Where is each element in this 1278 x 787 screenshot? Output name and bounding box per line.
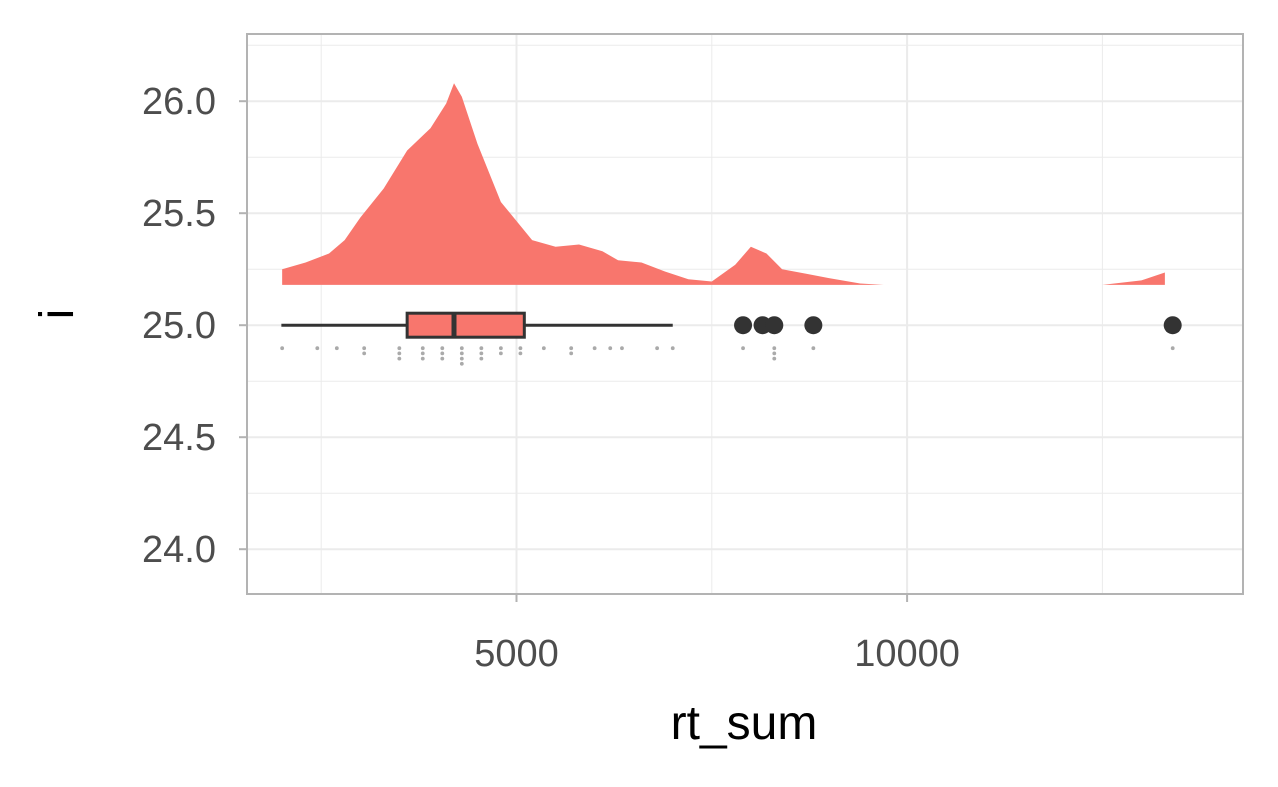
- raw-point: [772, 356, 777, 361]
- y-tick-label: 24.5: [142, 417, 216, 459]
- x-tick-label: 10000: [854, 633, 960, 675]
- panel-border: [246, 33, 1244, 595]
- y-axis-title: i: [31, 309, 84, 320]
- raw-point: [592, 346, 597, 351]
- raw-point: [741, 346, 745, 351]
- y-tick-label: 26.0: [142, 81, 216, 123]
- raw-point: [459, 346, 464, 351]
- raw-point: [811, 346, 816, 351]
- raw-point: [608, 346, 613, 351]
- raw-point: [420, 356, 425, 361]
- raw-point: [397, 356, 402, 361]
- raw-point: [569, 346, 574, 351]
- raw-point: [459, 356, 464, 361]
- raw-point: [498, 346, 503, 351]
- raw-point: [440, 346, 445, 351]
- grid: [247, 34, 1243, 594]
- outlier-point: [734, 316, 753, 335]
- raw-point: [569, 351, 574, 356]
- raw-point: [440, 351, 445, 356]
- y-tick-label: 25.0: [142, 305, 216, 347]
- raw-point: [479, 356, 484, 361]
- outlier-point: [1163, 316, 1182, 335]
- density-layer: [282, 83, 1165, 285]
- x-tick-label: 5000: [474, 633, 559, 675]
- raw-point: [315, 346, 320, 351]
- raw-point: [518, 346, 523, 351]
- raw-point: [459, 351, 464, 356]
- raw-point: [1170, 346, 1175, 351]
- outlier-point: [804, 316, 823, 335]
- raw-point: [620, 346, 624, 351]
- raw-point: [479, 346, 484, 351]
- raw-point: [280, 346, 285, 351]
- raw-point: [459, 361, 464, 366]
- raw-point: [518, 351, 523, 356]
- raw-point: [334, 346, 339, 351]
- density-curve: [282, 83, 1165, 285]
- raw-point: [772, 346, 777, 351]
- raw-point: [655, 346, 660, 351]
- raw-point: [397, 346, 402, 351]
- boxplot: [281, 311, 1182, 339]
- raw-point: [440, 356, 445, 361]
- raw-point: [479, 351, 484, 356]
- outlier-point: [765, 316, 784, 335]
- raw-point: [420, 351, 425, 356]
- x-axis-title: rt_sum: [671, 697, 818, 750]
- raw-point: [362, 351, 367, 356]
- y-tick-label: 25.5: [142, 193, 216, 235]
- raw-point: [541, 346, 546, 351]
- raw-point: [420, 346, 425, 351]
- raw-point: [498, 351, 503, 356]
- axis-ticks: 5000 10000 24.0 24.5 25.0 25.5 26.0: [142, 81, 960, 675]
- raw-point: [362, 346, 367, 351]
- raw-point: [397, 351, 402, 356]
- y-tick-label: 24.0: [142, 529, 216, 571]
- raw-point: [772, 351, 777, 356]
- box: [405, 311, 526, 339]
- raw-points: [280, 346, 1175, 366]
- raw-point: [670, 346, 675, 351]
